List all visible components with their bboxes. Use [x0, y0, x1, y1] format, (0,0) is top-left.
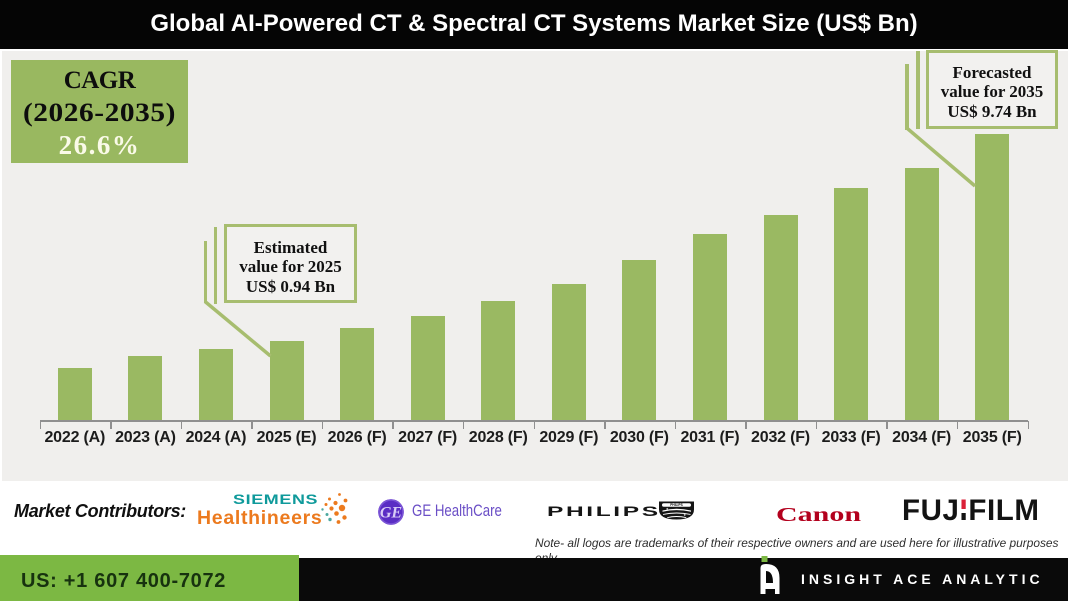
svg-text:PHILIPS: PHILIPS [670, 503, 682, 507]
svg-text:GE: GE [379, 504, 401, 521]
